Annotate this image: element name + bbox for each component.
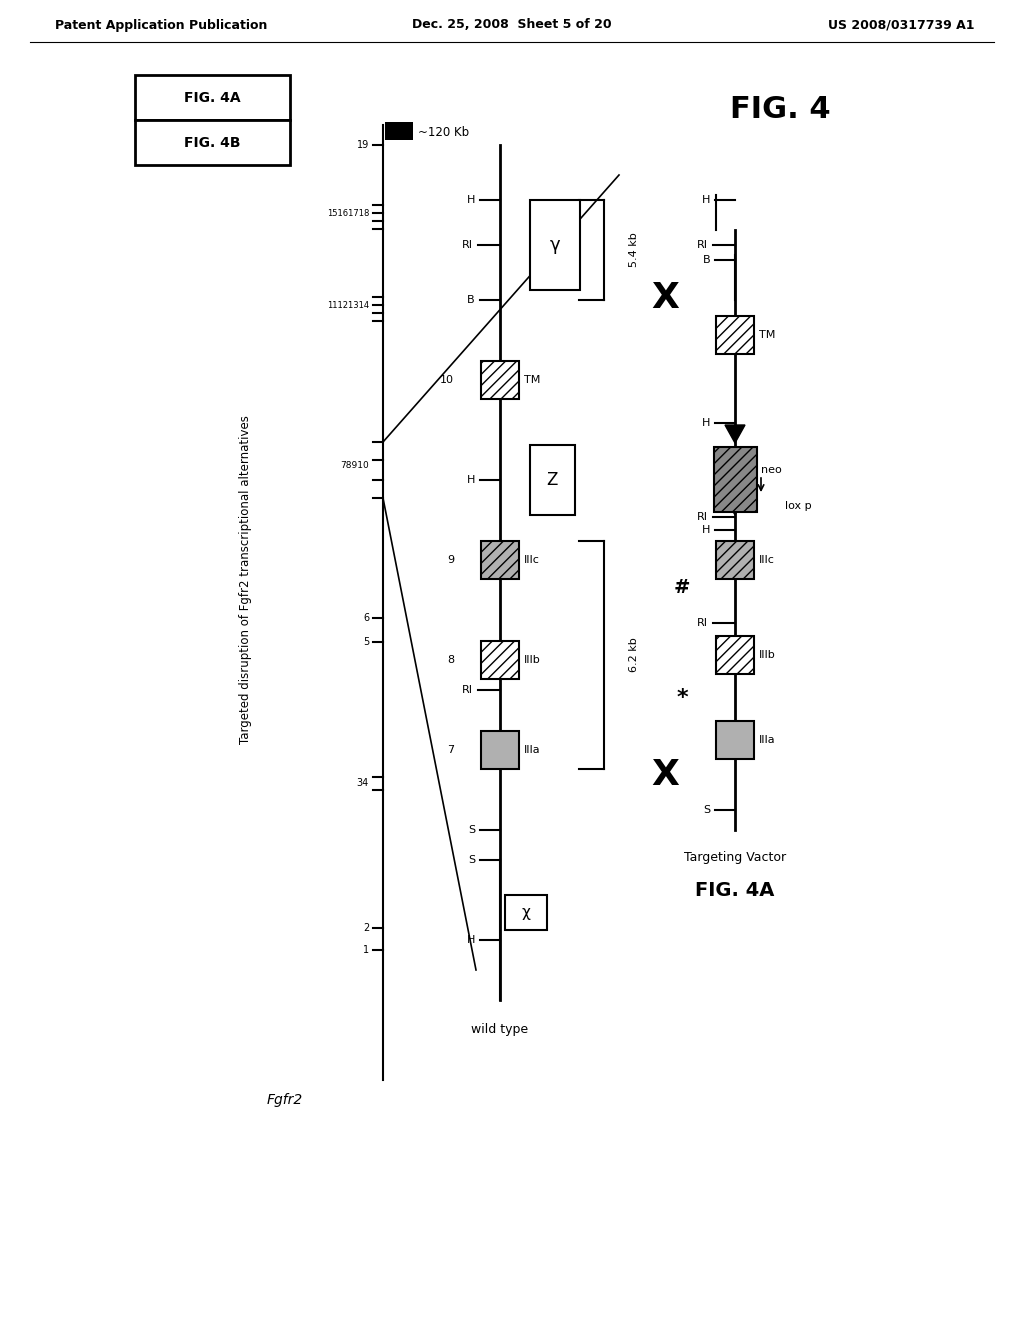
Text: Fgfr2: Fgfr2 xyxy=(267,1093,303,1107)
Text: ~120 Kb: ~120 Kb xyxy=(418,127,469,140)
Text: 6.2 kb: 6.2 kb xyxy=(629,638,639,672)
Bar xyxy=(530,445,575,515)
Text: H: H xyxy=(467,475,475,484)
Text: X: X xyxy=(651,758,679,792)
Bar xyxy=(135,75,290,120)
Text: FIG. 4A: FIG. 4A xyxy=(695,880,775,899)
Bar xyxy=(481,731,519,770)
Text: 2: 2 xyxy=(362,923,369,933)
Text: Targeting Vactor: Targeting Vactor xyxy=(684,851,786,865)
Text: 5: 5 xyxy=(362,638,369,647)
Text: 15161718: 15161718 xyxy=(327,209,369,218)
Polygon shape xyxy=(725,498,745,515)
Text: χ: χ xyxy=(521,906,530,920)
Text: RI: RI xyxy=(697,240,708,249)
Text: H: H xyxy=(467,195,475,205)
Text: TM: TM xyxy=(524,375,541,385)
Text: B: B xyxy=(702,255,710,265)
Text: IIIa: IIIa xyxy=(759,735,775,744)
Text: TM: TM xyxy=(759,330,775,341)
Text: IIIb: IIIb xyxy=(759,649,776,660)
Text: lox p: lox p xyxy=(785,502,812,511)
Text: #: # xyxy=(674,578,690,597)
Bar xyxy=(714,447,757,512)
Text: FIG. 4B: FIG. 4B xyxy=(183,136,241,150)
Bar xyxy=(481,541,519,579)
Text: 1: 1 xyxy=(362,945,369,954)
Text: IIIb: IIIb xyxy=(524,655,541,665)
Text: IIIa: IIIa xyxy=(524,744,541,755)
Bar xyxy=(716,541,754,579)
Text: 34: 34 xyxy=(356,779,369,788)
Text: Dec. 25, 2008  Sheet 5 of 20: Dec. 25, 2008 Sheet 5 of 20 xyxy=(413,18,611,32)
Text: FIG. 4: FIG. 4 xyxy=(730,95,830,124)
Text: US 2008/0317739 A1: US 2008/0317739 A1 xyxy=(828,18,975,32)
Text: wild type: wild type xyxy=(471,1023,528,1036)
Text: 9: 9 xyxy=(446,554,454,565)
Bar xyxy=(530,201,580,290)
Text: RI: RI xyxy=(462,685,473,696)
Text: S: S xyxy=(468,825,475,836)
Text: 8: 8 xyxy=(446,655,454,665)
Bar xyxy=(716,636,754,675)
Text: S: S xyxy=(702,805,710,814)
Bar xyxy=(505,895,547,931)
Text: Z: Z xyxy=(547,471,558,488)
Text: 78910: 78910 xyxy=(340,462,369,470)
Text: H: H xyxy=(701,525,710,535)
Text: 11121314: 11121314 xyxy=(327,301,369,309)
Text: 7: 7 xyxy=(446,744,454,755)
Text: FIG. 4A: FIG. 4A xyxy=(183,91,241,106)
Text: 6: 6 xyxy=(362,612,369,623)
Text: γ: γ xyxy=(550,236,560,253)
Text: Patent Application Publication: Patent Application Publication xyxy=(55,18,267,32)
Bar xyxy=(135,120,290,165)
Text: RI: RI xyxy=(462,240,473,249)
Bar xyxy=(385,121,413,140)
Text: neo: neo xyxy=(761,465,781,475)
Text: IIIc: IIIc xyxy=(524,554,540,565)
Text: H: H xyxy=(701,195,710,205)
Bar xyxy=(481,360,519,399)
Bar xyxy=(716,721,754,759)
Text: RI: RI xyxy=(697,512,708,521)
Text: IIIc: IIIc xyxy=(759,554,775,565)
Text: H: H xyxy=(701,418,710,428)
Bar xyxy=(481,642,519,678)
Bar xyxy=(716,315,754,354)
Text: *: * xyxy=(676,688,688,708)
Text: 19: 19 xyxy=(356,140,369,150)
Text: 5.4 kb: 5.4 kb xyxy=(629,232,639,268)
Text: X: X xyxy=(651,281,679,314)
Text: S: S xyxy=(468,855,475,865)
Text: B: B xyxy=(467,294,475,305)
Text: RI: RI xyxy=(697,618,708,627)
Polygon shape xyxy=(725,425,745,444)
Text: Targeted disruption of Fgfr2 transcriptional alternatives: Targeted disruption of Fgfr2 transcripti… xyxy=(239,416,252,744)
Text: H: H xyxy=(467,935,475,945)
Text: 10: 10 xyxy=(440,375,454,385)
